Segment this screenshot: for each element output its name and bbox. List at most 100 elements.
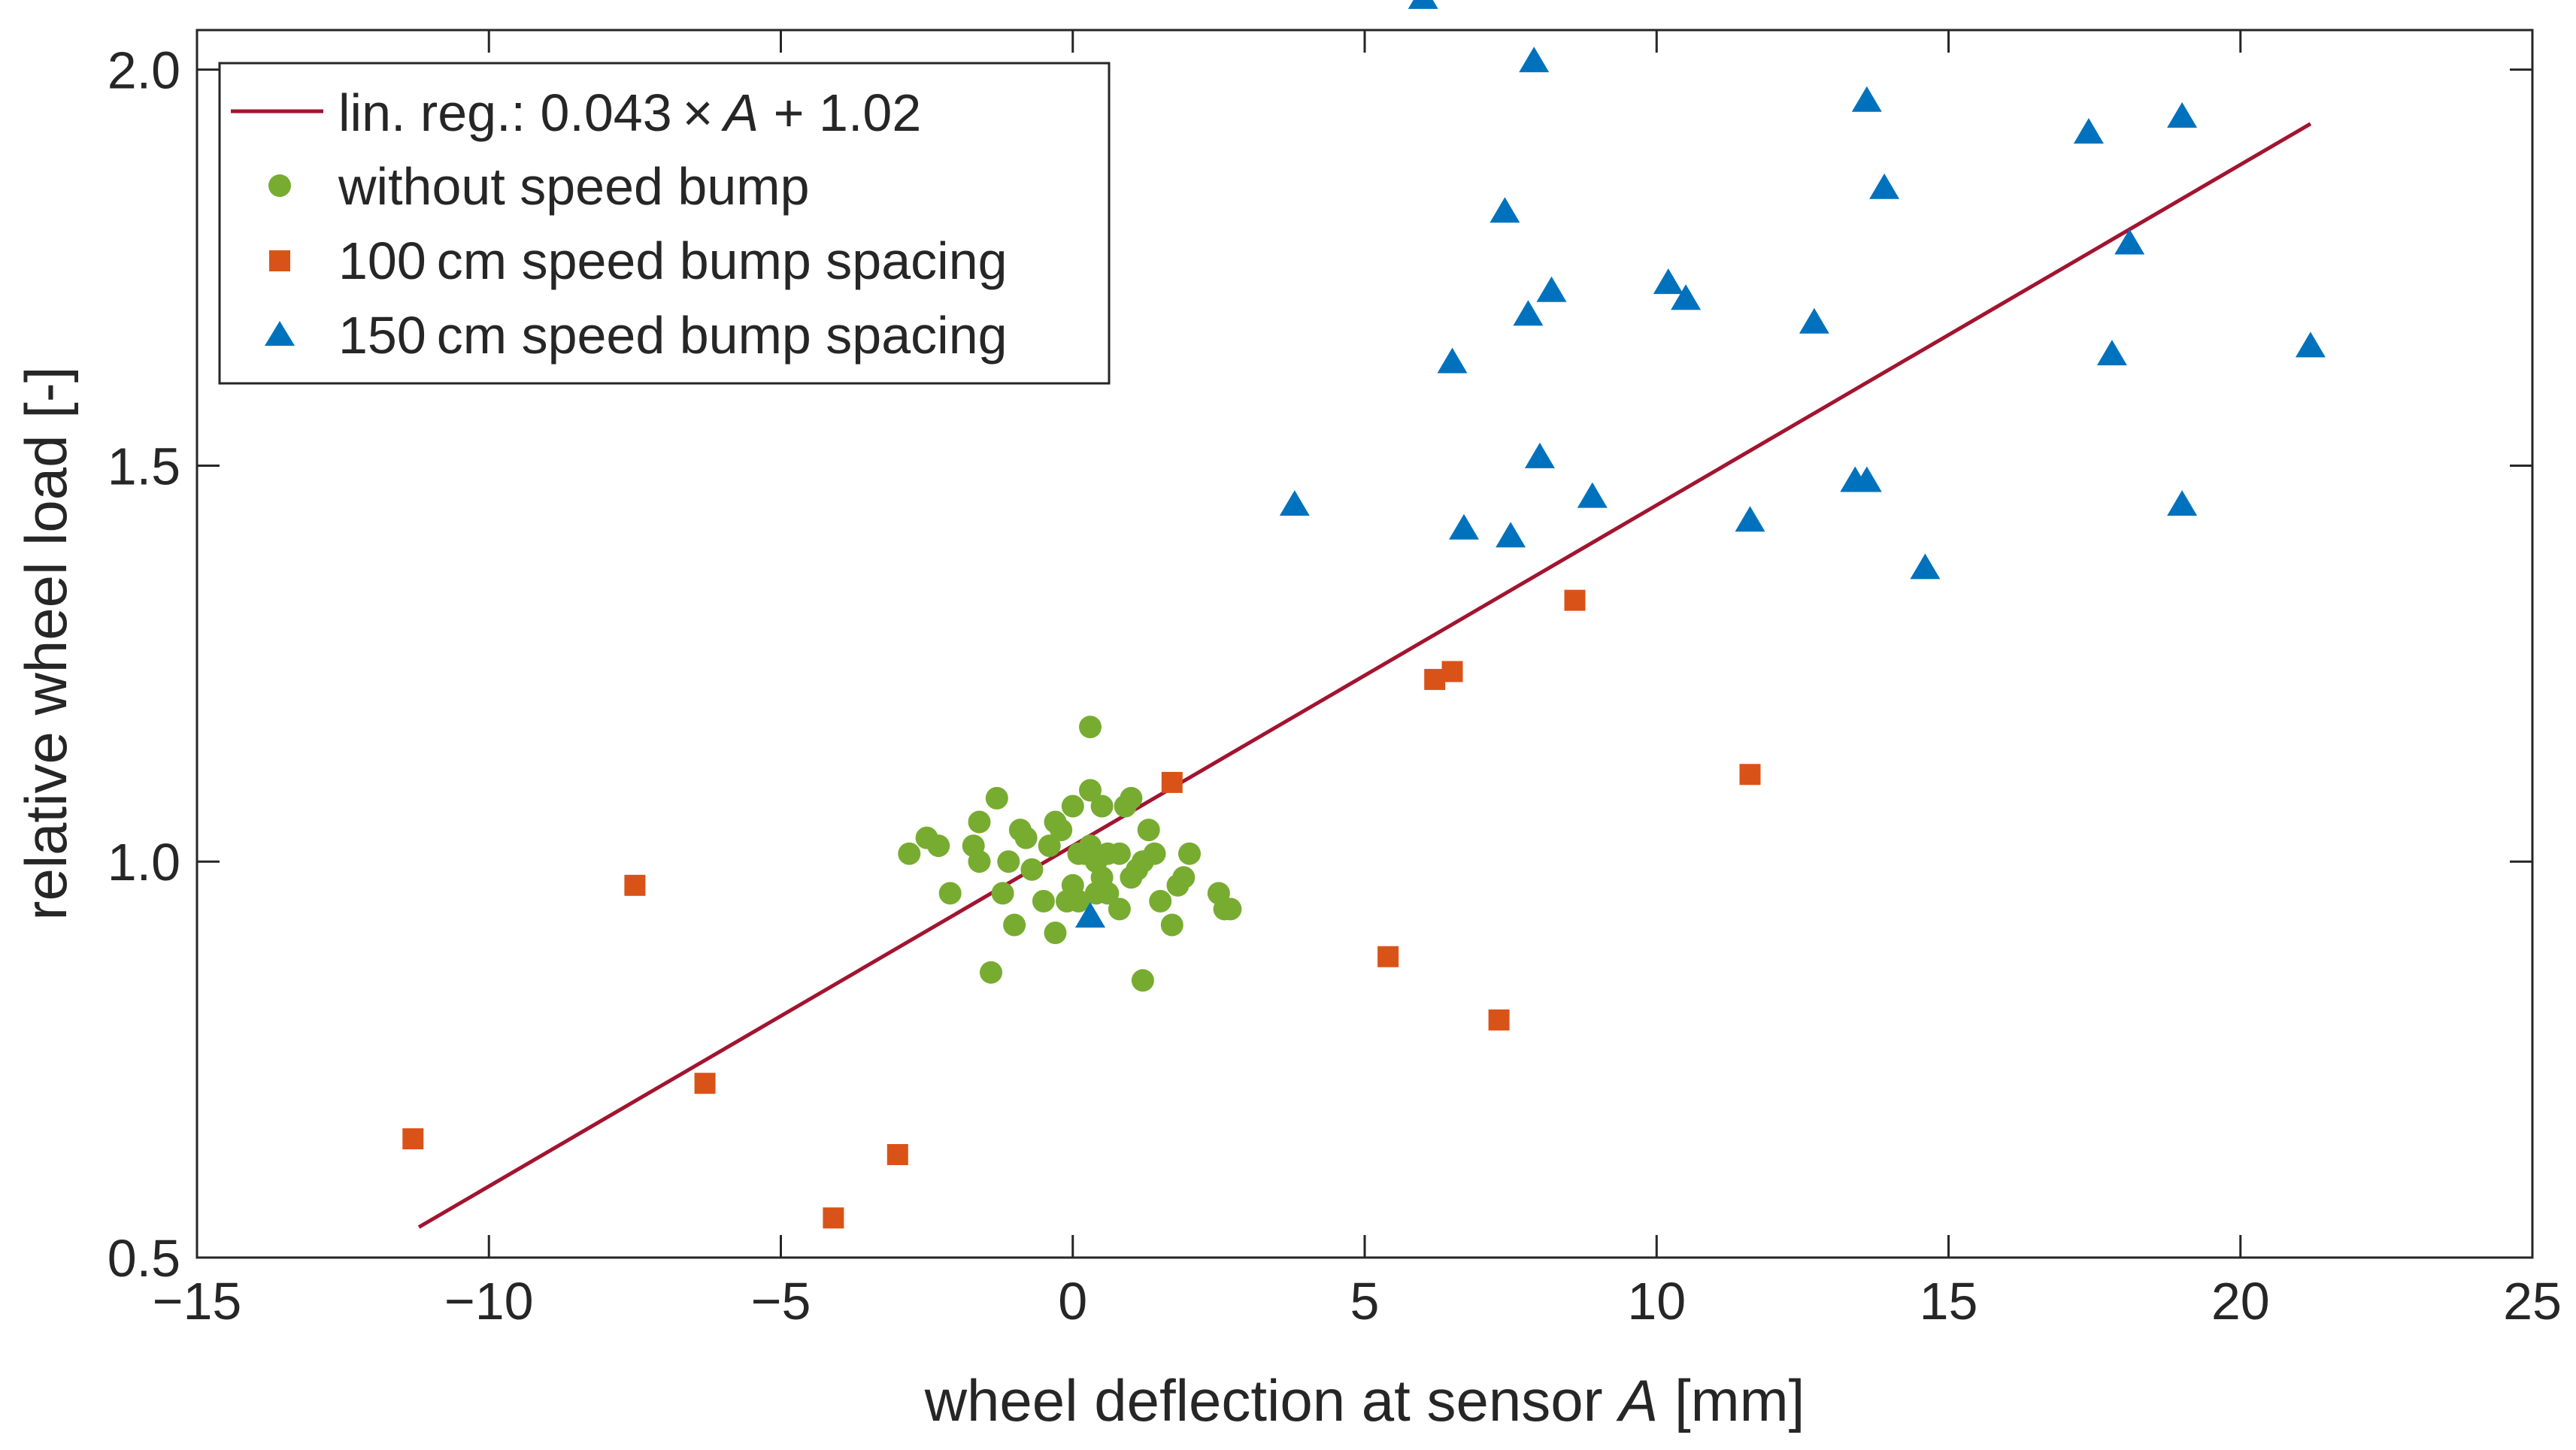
data-point-circle (1061, 795, 1084, 818)
x-tick-label: 10 (1627, 1272, 1686, 1330)
data-point-triangle (2114, 229, 2145, 255)
data-point-circle (1120, 786, 1143, 810)
data-point-triangle (1513, 300, 1544, 326)
legend-marker-triangle (265, 321, 295, 346)
data-point-triangle (1851, 86, 1882, 112)
data-point-circle (1090, 795, 1114, 818)
data-point-triangle (1735, 506, 1765, 532)
data-point-square (624, 874, 646, 896)
data-point-triangle (1910, 553, 1941, 580)
legend: lin. reg.: 0.043 × A + 1.02 without spee… (218, 62, 1111, 385)
data-point-circle (1096, 882, 1120, 905)
data-point-square (1564, 589, 1586, 611)
data-point-triangle (1799, 307, 1829, 334)
data-point-circle (1079, 716, 1102, 739)
data-point-triangle (2073, 118, 2104, 144)
series-0 (898, 716, 1242, 992)
data-point-square (886, 1144, 908, 1165)
x-tick-label: 20 (2211, 1272, 2270, 1330)
x-tick-label: −10 (444, 1272, 534, 1330)
data-point-circle (1067, 889, 1090, 913)
legend-series-1-label: 100 cm speed bump spacing (338, 232, 1008, 290)
data-point-square (694, 1073, 716, 1094)
x-tick-label: −15 (153, 1272, 242, 1330)
data-point-triangle (1437, 347, 1468, 374)
data-point-circle (968, 850, 991, 873)
data-point-square (402, 1128, 424, 1149)
markers-layer (402, 0, 2326, 1229)
legend-entry-series-2: 150 cm speed bump spacing (265, 306, 1008, 365)
data-point-circle (898, 842, 921, 865)
data-point-square (823, 1207, 844, 1229)
y-tick-label: 2.0 (108, 41, 180, 100)
x-axis-ticks: −15 −10 −5 0 5 10 15 20 25 (153, 30, 2562, 1330)
data-point-circle (1149, 889, 1172, 913)
data-point-circle (1032, 889, 1055, 913)
legend-box (218, 62, 1111, 385)
x-tick-label: 5 (1350, 1272, 1380, 1330)
regression-layer (417, 122, 2312, 1229)
data-point-circle (1079, 779, 1102, 802)
series-2 (1075, 0, 2326, 928)
data-point-triangle (2295, 331, 2326, 358)
y-axis-label: relative wheel load [-] (13, 366, 79, 920)
data-point-triangle (1279, 490, 1310, 516)
data-point-circle (927, 834, 950, 858)
data-point-square (1161, 771, 1183, 793)
x-tick-label: −5 (751, 1272, 811, 1330)
data-point-triangle (1490, 197, 1520, 223)
data-point-triangle (1851, 466, 1882, 492)
data-point-triangle (1869, 173, 1900, 199)
data-point-triangle (1577, 482, 1608, 508)
legend-entry-series-1: 100 cm speed bump spacing (269, 232, 1008, 290)
data-point-triangle (1524, 442, 1555, 468)
data-point-triangle (1075, 902, 1105, 928)
data-point-triangle (1536, 276, 1567, 302)
x-tick-label: 25 (2503, 1272, 2562, 1330)
legend-marker-square (269, 250, 290, 271)
data-point-triangle (1653, 268, 1683, 295)
data-point-circle (985, 786, 1008, 810)
data-point-circle (1038, 834, 1061, 858)
data-point-triangle (2167, 101, 2198, 128)
y-tick-label: 1.5 (108, 437, 180, 495)
data-point-triangle (2167, 490, 2198, 516)
legend-entry-regression: lin. reg.: 0.043 × A + 1.02 (231, 83, 921, 142)
data-point-circle (1003, 913, 1026, 937)
data-point-circle (938, 882, 962, 905)
legend-series-2-label: 150 cm speed bump spacing (338, 306, 1008, 365)
data-point-circle (1108, 898, 1131, 921)
legend-entry-series-0: without speed bump (268, 157, 810, 216)
data-point-circle (1131, 969, 1154, 992)
data-point-circle (1219, 898, 1242, 921)
data-point-circle (1050, 819, 1073, 842)
data-point-triangle (2096, 340, 2127, 365)
y-tick-label: 1.0 (108, 833, 180, 891)
legend-regression-label: lin. reg.: 0.043 × A + 1.02 (338, 83, 921, 142)
data-point-circle (1044, 922, 1067, 944)
data-point-circle (968, 810, 991, 834)
data-point-circle (1178, 842, 1201, 865)
data-point-circle (1108, 842, 1131, 865)
data-point-circle (1020, 858, 1044, 881)
data-point-triangle (1408, 0, 1438, 9)
data-point-triangle (1671, 284, 1702, 310)
legend-marker-circle (268, 174, 291, 197)
x-tick-label: 0 (1058, 1272, 1087, 1330)
data-point-circle (1014, 826, 1038, 849)
data-point-triangle (1496, 522, 1526, 548)
regression-line (417, 122, 2312, 1229)
data-point-square (1441, 661, 1463, 683)
x-tick-label: 15 (1920, 1272, 1978, 1330)
y-tick-label: 0.5 (108, 1229, 180, 1288)
data-point-circle (1143, 842, 1166, 865)
data-point-circle (997, 850, 1020, 873)
data-point-triangle (1449, 513, 1479, 540)
x-axis-label: wheel deflection at sensor A [mm] (924, 1367, 1805, 1433)
data-point-triangle (1519, 47, 1550, 73)
data-point-square (1739, 764, 1761, 786)
data-point-circle (1160, 913, 1183, 937)
series-1 (402, 589, 1761, 1229)
